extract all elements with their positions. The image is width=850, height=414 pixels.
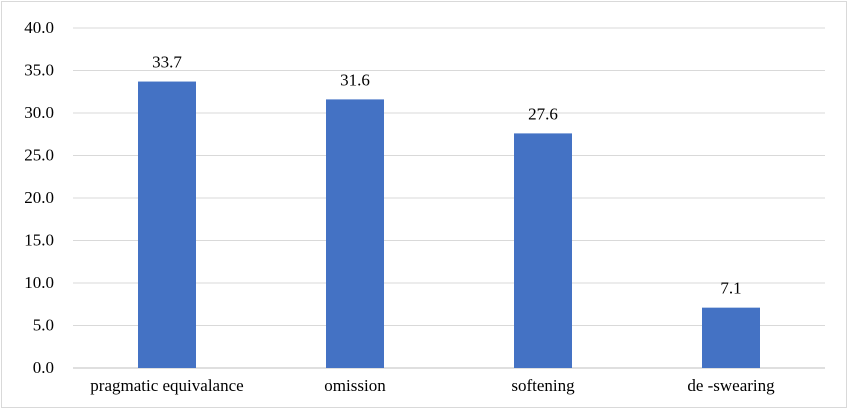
x-tick-label: pragmatic equivalance [90,376,243,395]
y-tick-label: 5.0 [33,316,54,335]
y-axis-ticks: 0.0 5.0 10.0 15.0 20.0 25.0 30.0 35.0 40.0 [24,18,54,377]
data-label: 27.6 [528,104,558,123]
y-tick-label: 35.0 [24,61,54,80]
bar [326,99,384,369]
bars [138,81,760,369]
y-tick-label: 20.0 [24,188,54,207]
data-label: 31.6 [340,70,370,89]
chart-frame: 0.0 5.0 10.0 15.0 20.0 25.0 30.0 35.0 40.0 33.7 3… [1,1,847,408]
x-tick-label: omission [324,376,386,395]
y-tick-label: 15.0 [24,231,54,250]
bar [514,133,572,368]
y-tick-label: 25.0 [24,146,54,165]
bar-chart: 0.05.010.015.020.025.030.035.040.0 33.73… [24,18,825,395]
data-label: 7.1 [720,279,741,298]
x-tick-label: softening [511,376,575,395]
x-tick-label: de -swearing [687,376,775,395]
x-axis-ticks: pragmatic equivalance omission softening de… [90,376,775,395]
y-tick-label: 30.0 [24,103,54,122]
data-labels: 33.7 31.6 27.6 7.1 [152,53,742,298]
y-tick-label: 40.0 [24,18,54,37]
data-label: 33.7 [152,53,182,72]
y-tick-label: 0.0 [33,358,54,377]
bar [702,307,760,368]
gridlines [73,27,825,369]
bar [138,81,196,369]
y-tick-label: 10.0 [24,273,54,292]
